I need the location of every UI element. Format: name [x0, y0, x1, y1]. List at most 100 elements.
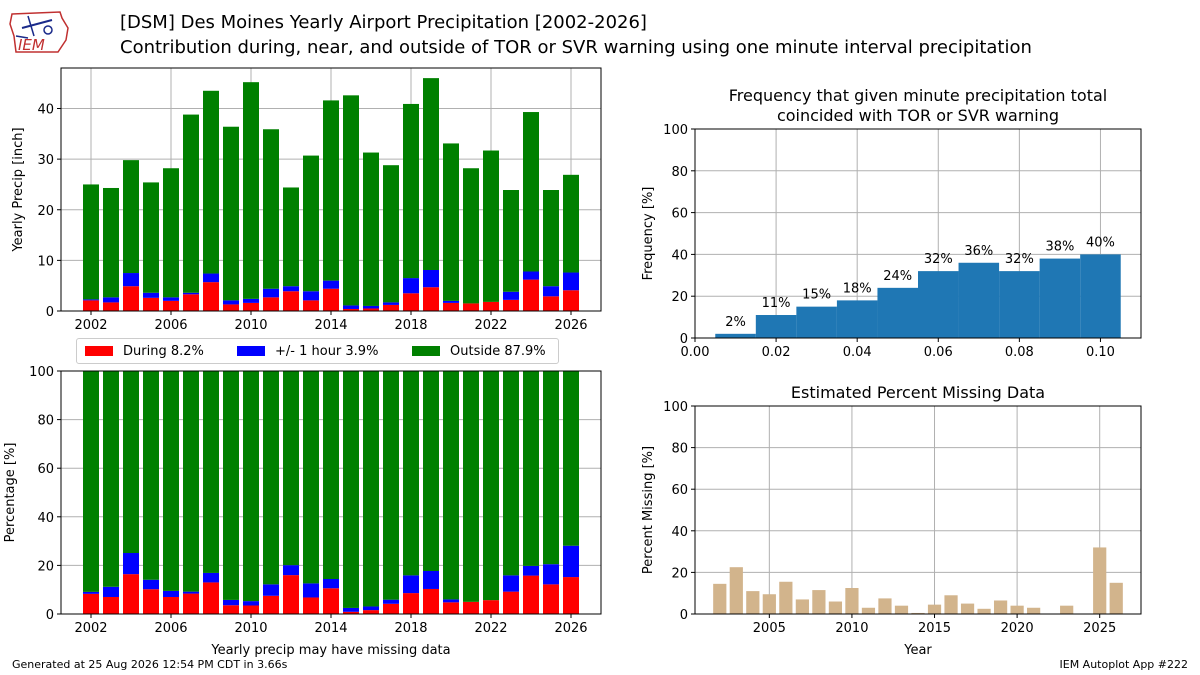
bar: [1010, 605, 1024, 614]
y-tick-label: 20: [37, 559, 54, 574]
data-label: 18%: [843, 281, 872, 296]
y-tick-label: 100: [663, 400, 688, 415]
legend-item-during: During 8.2%: [85, 343, 204, 359]
bar-during: [503, 591, 519, 614]
x-tick-label: 2006: [154, 318, 187, 333]
x-tick-label: 0.00: [681, 345, 710, 360]
bar-during: [203, 282, 219, 311]
x-tick-label: 2005: [753, 621, 786, 636]
bar-outside: [423, 371, 439, 571]
bar-hour: [283, 565, 299, 576]
legend-item-near: +/- 1 hour 3.9%: [237, 343, 378, 359]
bar-hour: [363, 305, 379, 309]
logo-text: IEM: [18, 36, 45, 54]
bar-outside: [103, 371, 119, 587]
bar: [828, 601, 843, 614]
y-tick-label: 0: [680, 332, 688, 347]
chart-title-line2: Contribution during, near, and outside o…: [120, 37, 1032, 58]
bar-during: [183, 593, 199, 614]
legend-item-outside: Outside 87.9%: [412, 343, 546, 359]
bar-outside: [223, 371, 239, 600]
bar-outside: [143, 182, 159, 293]
bar-hour: [183, 292, 199, 295]
y-tick-label: 20: [37, 204, 54, 219]
data-label: 24%: [883, 269, 912, 284]
x-tick-label: 2014: [314, 621, 347, 636]
bar-outside: [383, 371, 399, 600]
bar-during: [563, 577, 579, 614]
bar-outside: [103, 187, 119, 298]
y-tick-label: 100: [29, 365, 54, 380]
y-tick-label: 40: [671, 525, 688, 540]
bar-hour: [203, 273, 219, 283]
y-tick-label: 80: [671, 165, 688, 180]
bar-outside: [403, 371, 419, 576]
bar-during: [223, 304, 239, 311]
bar-hour: [343, 305, 359, 309]
bar: [715, 333, 756, 338]
bar-during: [483, 600, 499, 614]
chart-title-line1: [DSM] Des Moines Yearly Airport Precipit…: [120, 12, 647, 33]
axes-frame: [694, 405, 1142, 615]
bar-during: [403, 593, 419, 614]
bar-during: [303, 597, 319, 614]
bar-during: [263, 297, 279, 311]
bar-during: [543, 584, 559, 614]
bar-during: [423, 287, 439, 311]
bar: [861, 607, 876, 614]
x-tick-label: 0.02: [762, 345, 791, 360]
bar-outside: [243, 371, 259, 602]
y-axis-label: Percentage [%]: [3, 443, 18, 543]
bar: [1039, 258, 1081, 338]
bar: [877, 287, 918, 338]
bar-during: [483, 301, 499, 311]
bar-hour: [423, 570, 439, 589]
bar: [1080, 254, 1121, 338]
y-tick-label: 60: [37, 462, 54, 477]
legend-swatch-during: [85, 346, 113, 356]
axes-frame: [694, 128, 1142, 339]
bar-during: [343, 611, 359, 614]
x-tick-label: 2010: [234, 621, 267, 636]
bar-hour: [543, 286, 559, 297]
bar-during: [143, 297, 159, 311]
bar-hour: [243, 601, 259, 606]
bar: [999, 271, 1040, 338]
data-label: 2%: [725, 315, 746, 330]
legend: During 8.2% +/- 1 hour 3.9% Outside 87.9…: [76, 338, 559, 364]
x-tick-label: 2020: [1001, 621, 1034, 636]
bar-outside: [123, 160, 139, 274]
bar-hour: [423, 269, 439, 288]
panel-title: Frequency that given minute precipitatio…: [729, 86, 1107, 105]
bar-hour: [323, 579, 339, 589]
y-tick-label: 20: [671, 290, 688, 305]
bar-during: [543, 296, 559, 311]
x-tick-label: 0.08: [1005, 345, 1034, 360]
bar-hour: [283, 286, 299, 292]
bar: [762, 594, 776, 614]
bar: [918, 271, 959, 338]
bar-outside: [483, 371, 499, 601]
y-tick-label: 20: [671, 566, 688, 581]
y-tick-label: 40: [671, 248, 688, 263]
iem-logo: IEM: [9, 11, 69, 54]
bar-during: [463, 601, 479, 614]
bar-during: [123, 286, 139, 311]
bar-hour: [243, 298, 259, 303]
bar-hour: [163, 590, 179, 597]
bar-outside: [163, 168, 179, 298]
data-label: 40%: [1086, 235, 1115, 250]
y-tick-label: 0: [46, 608, 54, 623]
x-tick-label: 2026: [554, 318, 587, 333]
panel-title: Estimated Percent Missing Data: [791, 383, 1045, 402]
bar-during: [363, 308, 379, 311]
bar-outside: [443, 143, 459, 301]
footer-app: IEM Autoplot App #222: [1059, 658, 1189, 671]
bar-outside: [503, 371, 519, 576]
bar-during: [283, 291, 299, 311]
bar: [1027, 607, 1041, 614]
y-tick-label: 80: [37, 414, 54, 429]
y-tick-label: 0: [46, 305, 54, 320]
bar-outside: [523, 112, 539, 272]
